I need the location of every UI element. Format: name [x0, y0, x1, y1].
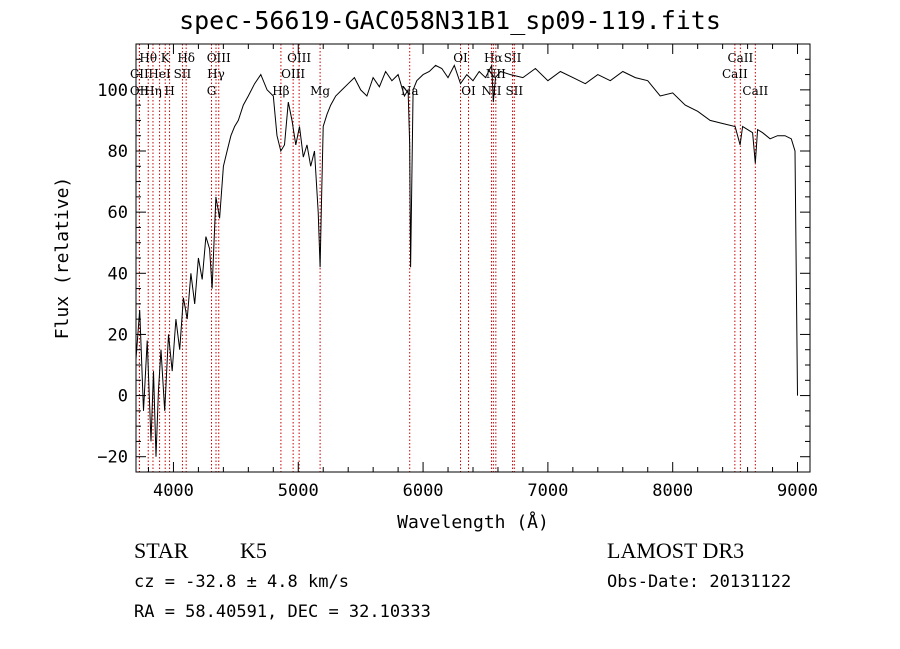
- coordinates-ra-dec: RA = 58.40591, DEC = 32.10333: [134, 602, 431, 622]
- emission-line-label: Hγ: [207, 67, 225, 81]
- y-tick-label: 80: [108, 142, 128, 162]
- x-tick-label: 9000: [777, 481, 818, 501]
- emission-line-label: HeI: [148, 67, 171, 81]
- x-axis-label: Wavelength (Å): [397, 511, 549, 533]
- emission-line-label: NII: [486, 67, 506, 81]
- y-axis-label: Flux (relative): [52, 177, 73, 340]
- emission-line-label: NII: [481, 84, 501, 98]
- object-subclass: K5: [240, 538, 267, 563]
- flux-series-line: [135, 63, 798, 457]
- emission-line-label: K: [161, 51, 171, 65]
- y-tick-label: −20: [97, 448, 128, 468]
- emission-line-label: OI: [453, 51, 468, 65]
- emission-line-label: G: [207, 84, 217, 98]
- emission-line-label: Hα: [484, 51, 503, 65]
- emission-line-label: CaII: [727, 51, 753, 65]
- redshift-velocity: cz = -32.8 ± 4.8 km/s: [134, 572, 349, 592]
- emission-line-label: OIII: [281, 67, 305, 81]
- emission-line-label: OIII: [207, 51, 231, 65]
- series-layer: [135, 63, 798, 457]
- emission-line-label: SII: [505, 84, 523, 98]
- x-tick-label: 8000: [652, 481, 693, 501]
- emission-line-label: OI: [461, 84, 476, 98]
- emission-line-label: Hβ: [272, 84, 289, 98]
- observation-date: Obs-Date: 20131122: [607, 572, 792, 592]
- emission-line-label: Mg: [310, 84, 330, 98]
- emission-line-label: CaII: [742, 84, 768, 98]
- emission-line-label: SII: [174, 67, 192, 81]
- emission-line-label: Hη: [144, 84, 162, 98]
- emission-line-label: Hδ: [177, 51, 195, 65]
- emission-line-label: H: [164, 84, 174, 98]
- emission-line-label: CII: [130, 67, 149, 81]
- emission-line-label: SII: [504, 51, 522, 65]
- x-tick-label: 4000: [153, 481, 194, 501]
- x-tick-label: 6000: [403, 481, 444, 501]
- chart-title: spec-56619-GAC058N31B1_sp09-119.fits: [179, 6, 721, 35]
- plot-frame: [135, 43, 811, 473]
- emission-line-label: OII: [130, 84, 150, 98]
- emission-line-label: CaII: [722, 67, 748, 81]
- emission-line-label: Na: [401, 84, 419, 98]
- y-tick-label: 40: [108, 264, 128, 284]
- emission-line-label: Hθ: [139, 51, 157, 65]
- y-tick-label: 100: [97, 81, 128, 101]
- x-tick-label: 7000: [527, 481, 568, 501]
- axis-ticks: 4000 5000 6000 7000 8000 9000 −20 0 20 40 60 80 100: [97, 43, 818, 501]
- object-class: STAR: [134, 538, 189, 563]
- survey-name: LAMOST DR3: [607, 538, 745, 563]
- y-tick-label: 60: [108, 203, 128, 223]
- emission-line-label: OIII: [287, 51, 311, 65]
- y-tick-label: 20: [108, 325, 128, 345]
- x-tick-label: 5000: [278, 481, 319, 501]
- y-tick-label: 0: [118, 387, 128, 407]
